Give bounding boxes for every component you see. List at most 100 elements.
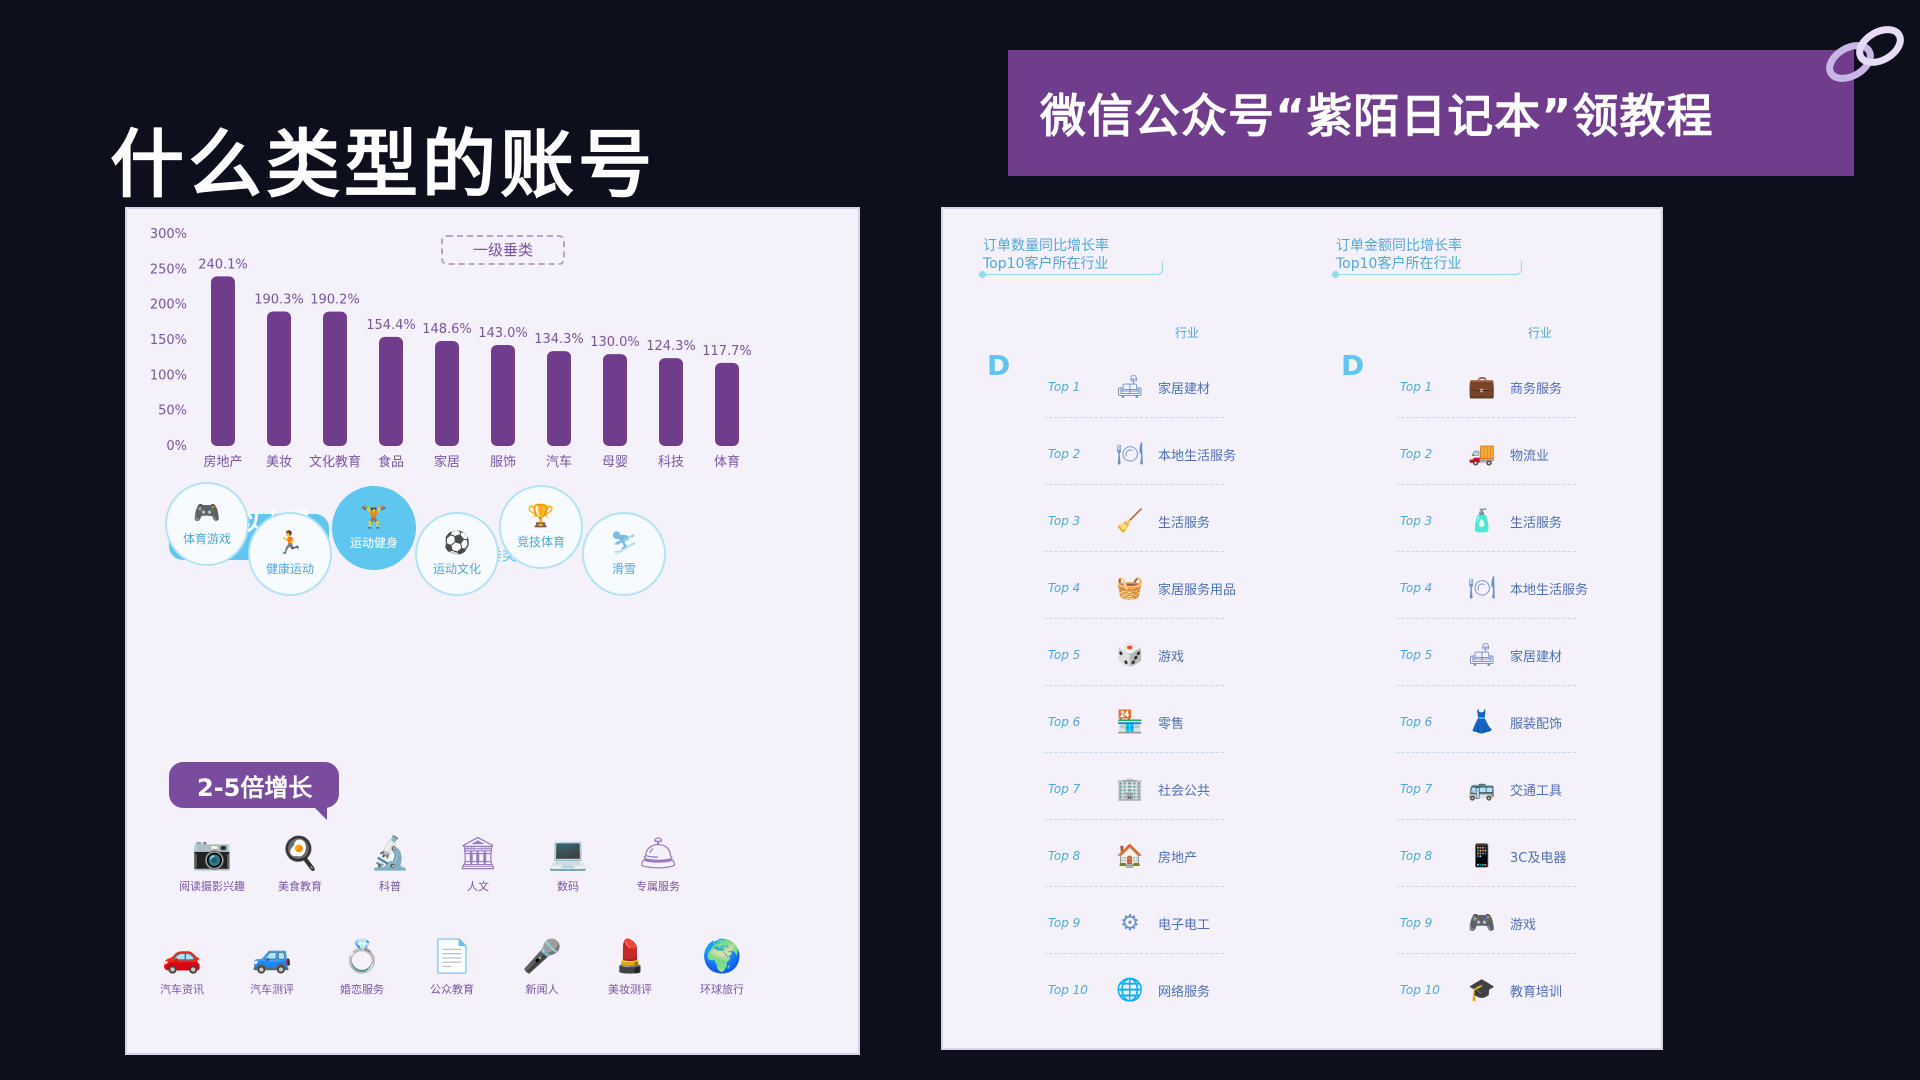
category-label: 环球旅行 [700,983,744,996]
rank-label: Top 7 [1048,782,1081,796]
rank-label: Top 5 [1400,648,1433,662]
bar-value-label: 130.0% [590,335,640,350]
industry-icon: 👗 [1468,709,1496,735]
industry-icon: 🎮 [1468,910,1496,936]
ranking-row: Top 7 🏢 社会公共 [1048,769,1258,809]
row-divider [1396,886,1576,887]
industry-icon: 🛋 [1116,374,1144,400]
category-label: 阅读摄影兴趣 [179,880,245,893]
category-icon: 💄 [610,937,650,975]
category-icon: 🏛 [457,834,499,872]
secondary-category-circle: ⚽ 运动文化 [415,512,499,596]
row-divider [1396,819,1576,820]
category-icon: 🏆 [527,504,555,529]
growth-bar-chart: 0% 50% 100% 150% 200% 250% 300% 240.1% 房地产 190.3%… [150,227,752,470]
category-icon: 🔬 [370,834,410,872]
industry-column-head: 行业 [1528,326,1553,340]
industry-name: 教育培训 [1510,984,1563,1000]
row-divider [1396,752,1576,753]
category-grid-item: 🌍 环球旅行 [677,937,767,997]
industry-name: 本地生活服务 [1510,582,1589,598]
rank-label: Top 6 [1400,715,1433,729]
category-icon: 🍳 [280,834,320,872]
x-category-label: 房地产 [203,454,242,470]
vertical-category-panel: 0% 50% 100% 150% 200% 250% 300% 240.1% 房地产 190.3%… [125,207,860,1055]
category-label: 竞技体育 [516,535,565,549]
x-category-label: 食品 [378,454,404,470]
ranking-row: Top 6 🏪 零售 [1048,702,1258,742]
category-grid-item: 📄 公众教育 [407,937,497,997]
bar [379,336,403,446]
heading-dot [1332,271,1339,278]
heading-dot [979,271,986,278]
rank-label: Top 8 [1400,849,1433,863]
heading-underline [1336,261,1522,275]
bar [267,311,291,446]
category-label: 健康运动 [265,562,314,576]
ranking-row: Top 7 🚌 交通工具 [1400,769,1610,809]
category-label: 美食教育 [278,880,322,893]
industry-column-head: 行业 [1175,326,1200,340]
x-category-label: 服饰 [490,455,516,470]
industry-name: 生活服务 [1510,515,1563,531]
x-category-label: 文化教育 [309,454,361,470]
industry-icon: 🎲 [1116,642,1144,668]
industry-name: 服装配饰 [1510,716,1563,732]
row-divider [1044,752,1224,753]
ranking-row: Top 10 🌐 网络服务 [1048,970,1258,1010]
y-tick-label: 300% [150,227,187,242]
row-divider [1044,417,1224,418]
category-grid-item: 🚙 汽车测评 [227,937,317,997]
category-grid-item: 🍳 美食教育 [255,834,345,894]
rank-label: Top 2 [1048,447,1081,461]
row-divider [1396,618,1576,619]
rank-label: Top 10 [1400,983,1440,997]
category-icon: 📄 [432,937,472,975]
ranking-row: Top 9 ⚙ 电子电工 [1048,903,1258,943]
y-tick-label: 150% [150,333,187,348]
industry-icon: 🚌 [1468,776,1496,802]
bar-value-label: 190.2% [310,293,360,308]
growth-bubble-2-5x: 2-5倍增长 [169,762,339,820]
bar-value-label: 143.0% [478,326,528,341]
ranking-row: Top 2 🍽 本地生活服务 [1048,434,1258,474]
industry-name: 家居建材 [1510,649,1563,665]
bar-value-label: 117.7% [702,344,752,359]
category-icon: 🛎 [637,834,679,872]
order-amount-heading-line2: Top10客户所在行业 [1336,256,1462,272]
row-divider [1396,953,1576,954]
category-icon: 🚙 [252,937,292,975]
category-icon: 🏃 [276,531,304,556]
category-icon: ⚽ [443,531,471,556]
secondary-category-circle: 🏋 运动健身 [332,486,416,570]
industry-icon: 🚚 [1468,441,1496,467]
category-grid-item: 🚗 汽车资讯 [137,937,227,997]
banner-text: 微信公众号“紫陌日记本”领教程 [1040,89,1714,143]
rank-label: Top 1 [1400,380,1433,394]
category-icon: 🎤 [522,937,562,975]
industry-icon: 🌐 [1116,977,1144,1003]
industry-name: 网络服务 [1158,984,1211,1000]
industry-icon: 🏠 [1116,843,1144,869]
growth-bubble-2-5x-label: 2-5倍增长 [197,773,313,802]
industry-icon: 🏪 [1116,709,1144,735]
category-label: 专属服务 [636,880,680,893]
row-divider [1396,685,1576,686]
rank-label: Top 7 [1400,782,1433,796]
bar-value-label: 124.3% [646,339,696,354]
bar [603,354,627,446]
x-category-label: 科技 [658,455,684,470]
rank-label: Top 1 [1048,380,1081,394]
bar [435,340,459,446]
order-amount-heading-line1: 订单金额同比增长率 [1336,238,1462,254]
y-tick-label: 50% [158,404,187,419]
heading-underline [983,261,1163,275]
ranking-row: Top 9 🎮 游戏 [1400,903,1610,943]
category-label: 滑雪 [611,562,636,576]
order-amount-heading: 订单金额同比增长率 Top10客户所在行业 [1336,237,1462,273]
industry-name: 交通工具 [1510,783,1563,799]
bar [715,362,739,446]
category-icon: 💍 [342,937,382,975]
y-tick-label: 100% [150,368,187,383]
category-grid-item: 🛎 专属服务 [613,834,703,894]
